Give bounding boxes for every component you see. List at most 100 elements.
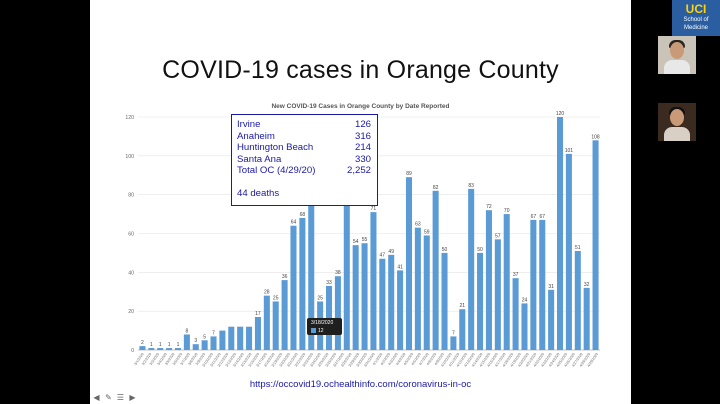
data-label: 21 — [460, 303, 466, 309]
logo-line-2: Medicine — [683, 25, 708, 31]
x-tick-label: 3/5/2020 — [164, 352, 175, 366]
bar — [379, 258, 386, 350]
data-label: 5 — [203, 334, 206, 340]
data-label: 67 — [531, 214, 537, 220]
stat-label: Huntington Beach — [237, 142, 314, 153]
x-tick-label: 3/9/2020 — [195, 352, 206, 366]
bar — [414, 227, 421, 350]
x-tick-label: 3/4/2020 — [156, 352, 167, 366]
data-label: 47 — [380, 253, 386, 259]
bar — [228, 326, 235, 350]
bar — [210, 336, 217, 350]
source-link[interactable]: https://occovid19.ochealthinfo.com/coron… — [249, 379, 472, 390]
data-label: 38 — [335, 270, 341, 276]
data-label: 70 — [504, 208, 510, 214]
bar — [503, 214, 510, 350]
uci-logo: UCI School of Medicine — [672, 0, 720, 36]
stat-value: 126 — [354, 119, 371, 130]
stat-value: 214 — [354, 142, 371, 153]
participant-face — [670, 109, 684, 126]
bar — [263, 295, 270, 350]
data-label: 54 — [353, 239, 359, 245]
participant-face — [670, 42, 684, 59]
bar — [485, 210, 492, 350]
bar — [352, 245, 359, 350]
x-tick-label: 3/1/2020 — [133, 352, 144, 366]
tooltip-value: 12 — [318, 327, 324, 334]
x-tick-label: 3/3/2020 — [149, 352, 160, 366]
stats-box: Irvine 126 Anaheim 316 Huntington Beach … — [231, 114, 378, 206]
bar — [450, 336, 457, 350]
bar — [592, 140, 599, 350]
data-label: 41 — [397, 264, 403, 270]
data-label: 31 — [548, 284, 554, 290]
bar — [325, 285, 333, 350]
data-label: 1 — [177, 342, 180, 348]
stat-value: 330 — [354, 153, 371, 165]
data-label: 36 — [282, 274, 288, 280]
data-label: 72 — [486, 204, 492, 210]
data-label: 37 — [513, 272, 519, 278]
x-tick-label: 4/7/2020 — [418, 352, 429, 366]
data-label: 24 — [522, 297, 528, 303]
data-label: 83 — [468, 183, 474, 189]
bar — [583, 287, 590, 350]
bar — [565, 153, 572, 350]
next-arrow-icon[interactable]: ▶ — [129, 393, 136, 402]
data-label: 67 — [539, 214, 545, 220]
bar — [574, 250, 581, 350]
data-label: 49 — [388, 249, 394, 255]
logo-name: UCI — [685, 2, 707, 16]
y-tick-label: 0 — [131, 348, 134, 354]
tooltip-swatch — [311, 328, 316, 333]
bar — [308, 196, 315, 350]
pen-icon[interactable]: ✎ — [105, 393, 112, 402]
data-label: 28 — [264, 290, 270, 296]
x-tick-label: 4/6/2020 — [411, 352, 422, 366]
data-label: 59 — [424, 229, 430, 235]
bar — [219, 330, 226, 350]
stat-label: Total OC (4/29/20) — [237, 165, 316, 176]
bar — [290, 225, 297, 350]
bar — [521, 303, 528, 350]
data-label: 101 — [565, 148, 574, 154]
bar — [281, 280, 288, 350]
bar — [361, 243, 368, 350]
data-label: 51 — [575, 245, 581, 251]
participant-video-2[interactable] — [658, 103, 696, 141]
x-tick-label: 3/6/2020 — [172, 352, 183, 366]
participant-body — [664, 127, 690, 141]
bar — [201, 340, 208, 350]
data-label: 57 — [495, 233, 501, 239]
slide-title: COVID-19 cases in Orange County — [162, 56, 559, 84]
x-tick-label: 4/8/2020 — [426, 352, 437, 366]
data-label: 71 — [371, 206, 377, 212]
bar — [494, 239, 501, 350]
bar — [299, 217, 306, 350]
bar — [166, 348, 173, 350]
x-tick-label: 4/5/2020 — [403, 352, 414, 366]
data-label: 1 — [150, 342, 153, 348]
stat-label: Irvine — [237, 119, 261, 130]
data-label: 89 — [406, 171, 412, 177]
bar — [334, 276, 341, 350]
bar — [388, 254, 395, 350]
y-tick-label: 80 — [128, 193, 134, 199]
prev-arrow-icon[interactable]: ◀ — [93, 393, 100, 402]
tooltip-date: 3/18/2020 — [311, 320, 334, 326]
bar — [174, 348, 182, 350]
y-tick-label: 20 — [128, 309, 134, 315]
bar — [405, 177, 413, 350]
participant-video-1[interactable] — [658, 36, 696, 74]
data-label: 68 — [300, 212, 306, 218]
data-label: 33 — [326, 280, 332, 286]
bar — [139, 346, 146, 350]
bar — [548, 289, 555, 350]
bar — [477, 252, 484, 350]
data-label: 108 — [591, 134, 600, 140]
data-label: 8 — [185, 328, 188, 334]
stat-value: 316 — [354, 130, 371, 142]
bar — [539, 219, 546, 350]
menu-icon[interactable]: ☰ — [116, 393, 125, 402]
data-label: 63 — [415, 222, 421, 228]
